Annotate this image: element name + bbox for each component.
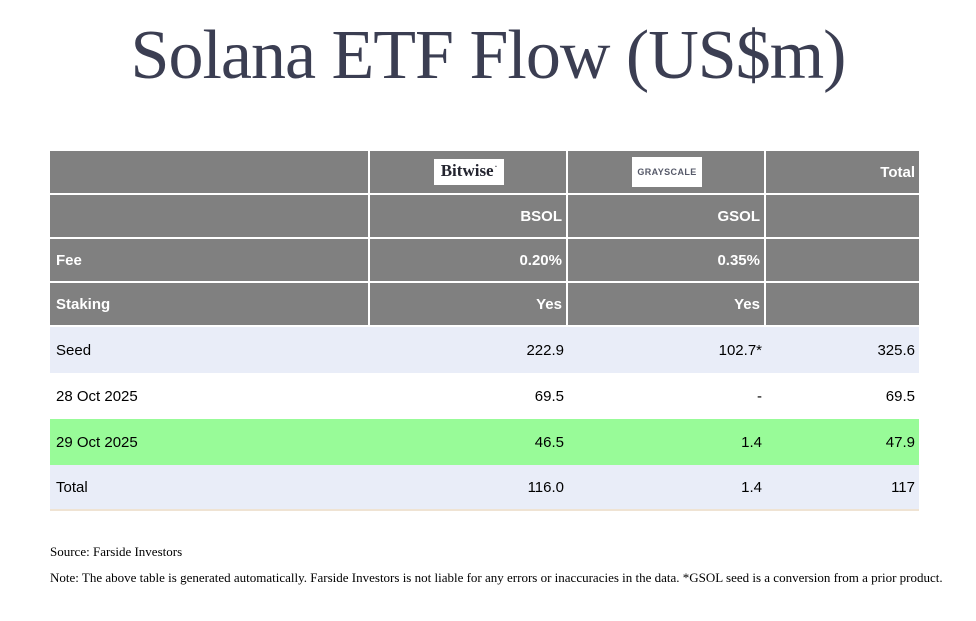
- seed-row: Seed 222.9 102.7* 325.6: [50, 327, 919, 373]
- etf-flow-table: Bitwise· GRAYSCALE Total BSOL GSOL Fee 0…: [50, 151, 919, 511]
- grayscale-logo: GRAYSCALE: [632, 157, 702, 187]
- seed-bsol-cell: 222.9: [370, 327, 568, 373]
- bitwise-logo-cell: Bitwise·: [370, 151, 568, 195]
- date-row-29-oct-highlighted: 29 Oct 2025 46.5 1.4 47.9: [50, 419, 919, 465]
- seed-row-label: Seed: [50, 327, 370, 373]
- total-row: Total 116.0 1.4 117: [50, 465, 919, 511]
- total-row-label: Total: [50, 465, 370, 511]
- ticker-row-label: [50, 195, 370, 239]
- date-29-bsol-cell: 46.5: [370, 419, 568, 465]
- date-29-label: 29 Oct 2025: [50, 419, 370, 465]
- date-28-gsol-cell: -: [568, 373, 766, 419]
- grayscale-logo-cell: GRAYSCALE: [568, 151, 766, 195]
- logo-row: Bitwise· GRAYSCALE Total: [50, 151, 919, 195]
- bitwise-trademark-dot: ·: [494, 162, 498, 171]
- bitwise-logo: Bitwise·: [433, 158, 505, 186]
- footer-note: Note: The above table is generated autom…: [50, 570, 943, 586]
- fee-row-label: Fee: [50, 239, 370, 283]
- ticker-total-cell: [766, 195, 919, 239]
- bitwise-logo-text: Bitwise: [440, 160, 494, 180]
- bsol-ticker-cell: BSOL: [370, 195, 568, 239]
- date-29-total-cell: 47.9: [766, 419, 919, 465]
- gsol-ticker-cell: GSOL: [568, 195, 766, 239]
- page-title: Solana ETF Flow (US$m): [130, 17, 847, 94]
- fee-total-cell: [766, 239, 919, 283]
- total-bsol-cell: 116.0: [370, 465, 568, 511]
- fee-gsol-cell: 0.35%: [568, 239, 766, 283]
- footer: Source: Farside Investors Note: The abov…: [50, 543, 976, 587]
- staking-gsol-cell: Yes: [568, 283, 766, 327]
- total-total-cell: 117: [766, 465, 919, 511]
- staking-row: Staking Yes Yes: [50, 283, 919, 327]
- fee-row: Fee 0.20% 0.35%: [50, 239, 919, 283]
- staking-bsol-cell: Yes: [370, 283, 568, 327]
- date-28-label: 28 Oct 2025: [50, 373, 370, 419]
- date-28-bsol-cell: 69.5: [370, 373, 568, 419]
- date-29-gsol-cell: 1.4: [568, 419, 766, 465]
- corner-cell: [50, 151, 370, 195]
- date-28-total-cell: 69.5: [766, 373, 919, 419]
- seed-gsol-cell: 102.7*: [568, 327, 766, 373]
- staking-row-label: Staking: [50, 283, 370, 327]
- fee-bsol-cell: 0.20%: [370, 239, 568, 283]
- date-row-28-oct: 28 Oct 2025 69.5 - 69.5: [50, 373, 919, 419]
- staking-total-cell: [766, 283, 919, 327]
- total-gsol-cell: 1.4: [568, 465, 766, 511]
- footer-source: Source: Farside Investors: [50, 544, 183, 559]
- seed-total-cell: 325.6: [766, 327, 919, 373]
- ticker-row: BSOL GSOL: [50, 195, 919, 239]
- total-header-cell: Total: [766, 151, 919, 195]
